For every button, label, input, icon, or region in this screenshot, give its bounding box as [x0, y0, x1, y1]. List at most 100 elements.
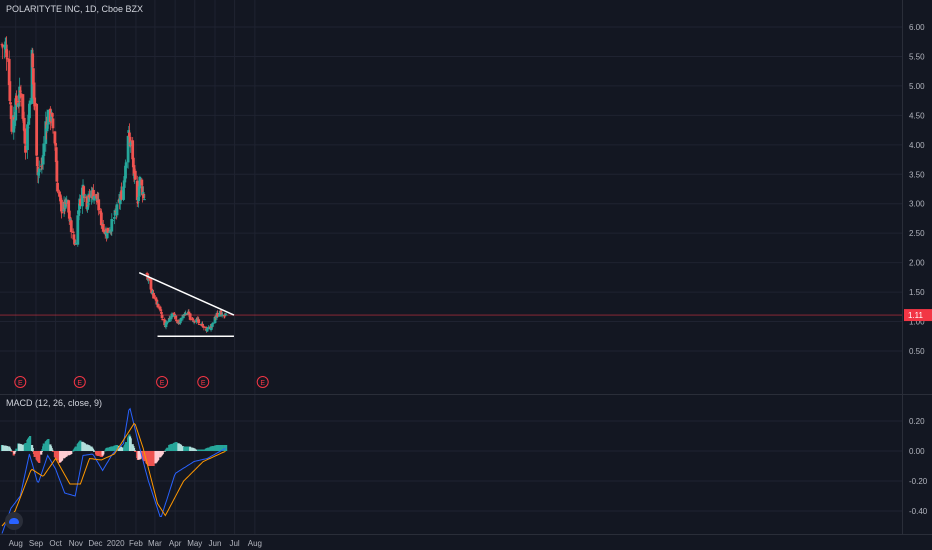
histogram-bar	[9, 449, 12, 451]
candle	[224, 312, 228, 316]
histogram-bar	[1, 445, 4, 451]
x-tick-label: Jul	[229, 539, 239, 548]
trendline-resistance[interactable]	[138, 271, 235, 316]
candle	[188, 312, 192, 321]
candle	[133, 168, 137, 181]
histogram-bar	[102, 451, 105, 455]
histogram-bar	[10, 451, 13, 452]
candle	[138, 175, 142, 196]
candle	[159, 306, 163, 312]
candle	[86, 206, 89, 213]
candle	[216, 310, 220, 318]
histogram-bar	[111, 446, 114, 451]
earnings-label: E	[77, 380, 82, 387]
candle	[87, 190, 91, 208]
candle	[19, 84, 23, 107]
candle	[211, 322, 215, 326]
candle	[206, 327, 210, 332]
histogram-bar	[211, 446, 215, 451]
candle	[65, 195, 69, 207]
earnings-marker[interactable]: E	[73, 376, 86, 388]
candle	[115, 201, 119, 218]
last-price-label: 1.11	[908, 311, 924, 320]
candle	[56, 179, 59, 194]
series-macd	[1, 407, 226, 534]
candle	[37, 171, 40, 184]
histogram-bar	[163, 451, 166, 452]
earnings-marker[interactable]: E	[14, 376, 27, 388]
histogram-bar	[47, 439, 50, 451]
histogram-bar	[170, 443, 173, 451]
candle	[5, 36, 8, 71]
earnings-label: E	[18, 380, 23, 387]
histogram-bar	[51, 449, 54, 451]
macd-axis[interactable]: 0.20 0.00 -0.20 -0.40	[909, 417, 928, 516]
candle	[202, 326, 206, 331]
candle	[69, 218, 73, 239]
histogram-bar	[74, 446, 77, 451]
candle	[60, 195, 63, 219]
candle	[156, 303, 160, 309]
candle	[152, 289, 155, 299]
candle	[207, 325, 210, 329]
histogram-bar	[175, 442, 178, 451]
y-tick-label: 1.50	[909, 288, 925, 297]
candle	[143, 194, 146, 201]
candle	[164, 320, 168, 330]
earnings-marker[interactable]: E	[197, 376, 210, 388]
symbol-legend: POLARITYTE INC, 1D, Cboe BZX	[6, 4, 144, 14]
candle	[12, 106, 16, 140]
histogram-bar	[19, 444, 23, 451]
histogram-bar	[15, 448, 18, 451]
candle	[54, 143, 58, 163]
histogram-bar	[184, 446, 187, 451]
histogram-bar	[189, 446, 192, 451]
earnings-marker[interactable]: E	[156, 376, 169, 388]
candle	[197, 323, 201, 325]
histogram-bar	[50, 448, 53, 451]
candle	[165, 320, 169, 325]
y-tick-label: 3.50	[909, 170, 925, 179]
candle	[124, 161, 128, 174]
histogram-bar	[33, 451, 36, 457]
candle	[33, 94, 37, 111]
candle	[26, 126, 30, 129]
candle	[10, 111, 14, 135]
x-tick-label: Nov	[69, 539, 83, 548]
candle	[179, 317, 183, 324]
earnings-label: E	[260, 380, 265, 387]
candle	[101, 219, 105, 234]
x-tick-label: 2020	[107, 539, 125, 548]
tradingview-logo-icon[interactable]	[5, 512, 23, 530]
candle	[1, 43, 5, 60]
candle	[175, 317, 178, 324]
macd-histogram	[0, 434, 228, 466]
histogram-bar	[24, 443, 27, 451]
x-tick-label: Mar	[148, 539, 162, 548]
last-price-tag: 1.11	[904, 309, 932, 322]
earnings-marker[interactable]: E	[256, 376, 269, 388]
price-axis[interactable]: 6.00 5.50 5.00 4.50 4.00 3.50 3.00 2.50 2.00 1.50…	[909, 23, 925, 356]
candle	[35, 103, 39, 157]
candle	[128, 136, 132, 148]
time-axis[interactable]: Aug Sep Oct Nov Dec 2020 Feb Mar Apr May Jun Jul Aug	[9, 539, 262, 548]
histogram-bar	[152, 451, 155, 466]
candle	[88, 188, 91, 200]
histogram-bar	[207, 447, 210, 451]
histogram-bar	[179, 444, 183, 451]
histogram-bar	[138, 451, 141, 460]
candle	[161, 318, 165, 321]
histogram-bar	[120, 447, 123, 451]
histogram-bar	[202, 449, 206, 451]
histogram-bar	[193, 448, 196, 451]
candle	[50, 112, 54, 119]
candle	[39, 157, 43, 171]
candle	[170, 312, 174, 319]
histogram-bar	[221, 445, 224, 451]
candle	[42, 136, 46, 164]
x-tick-label: May	[187, 539, 202, 548]
candle	[31, 48, 35, 69]
histogram-bar	[106, 447, 109, 451]
candle	[120, 182, 123, 201]
